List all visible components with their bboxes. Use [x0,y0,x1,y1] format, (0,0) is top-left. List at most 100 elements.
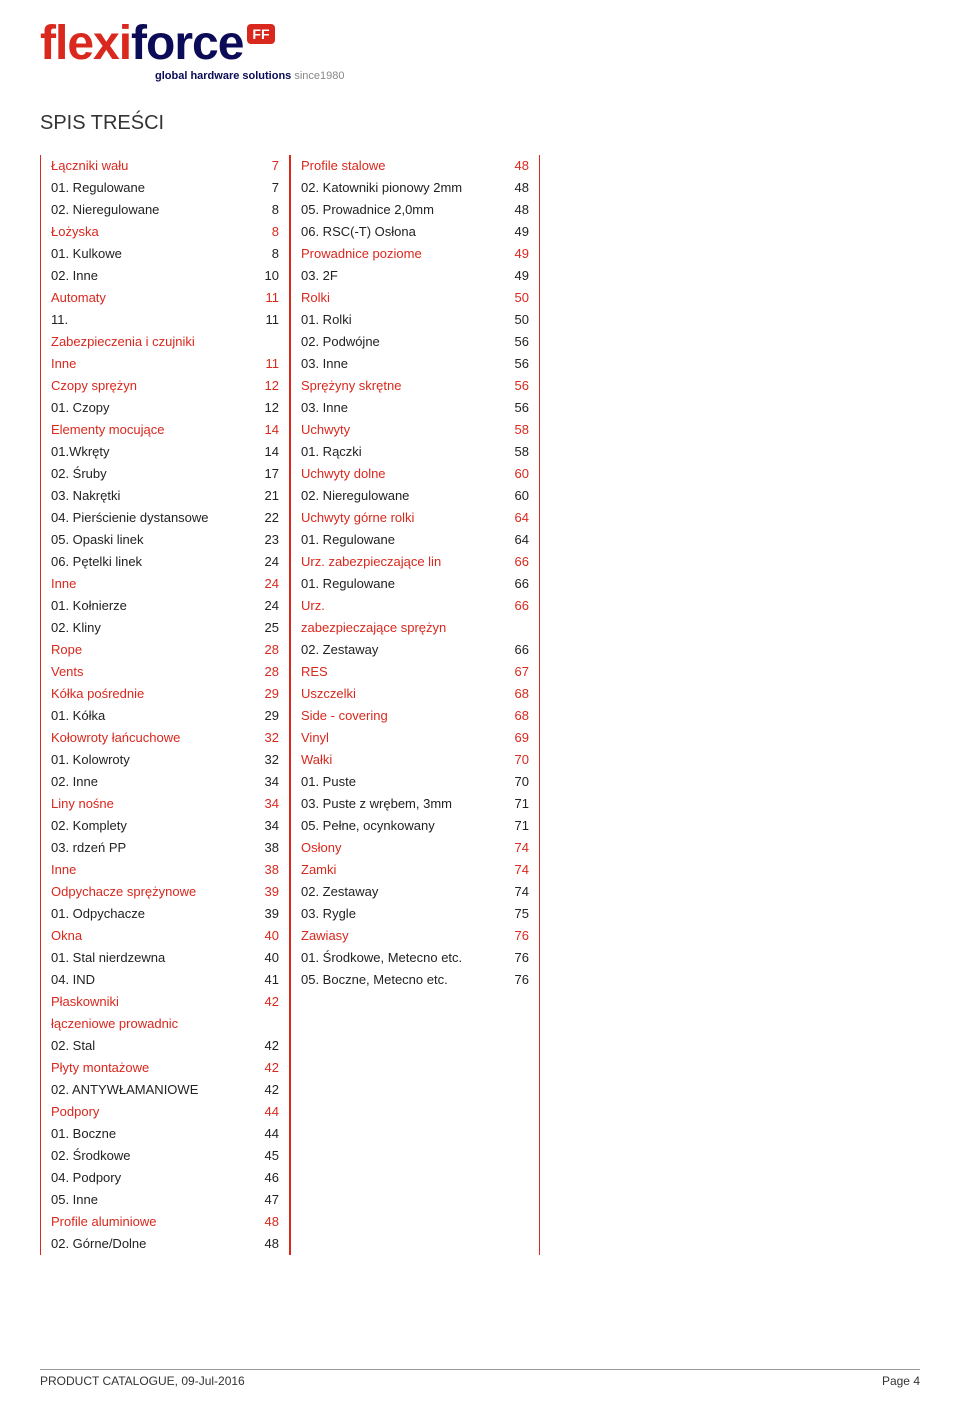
toc-row[interactable]: 04. Pierścienie dystansowe22 [51,507,279,529]
toc-row[interactable]: Zawiasy76 [301,925,529,947]
toc-row[interactable]: 02. Kliny25 [51,617,279,639]
toc-row[interactable]: Automaty11 [51,287,279,309]
toc-row[interactable]: Czopy sprężyn12 [51,375,279,397]
toc-row[interactable]: 06. RSC(-T) Osłona49 [301,221,529,243]
toc-row[interactable]: Rolki50 [301,287,529,309]
toc-row[interactable]: 02. Stal42 [51,1035,279,1057]
toc-page-number: 46 [249,1168,279,1188]
toc-row[interactable]: 01. Odpychacze39 [51,903,279,925]
toc-page-number: 64 [499,508,529,528]
toc-row[interactable]: 02. Górne/Dolne48 [51,1233,279,1255]
toc-row[interactable]: 03. Inne56 [301,353,529,375]
toc-row[interactable]: 03. Inne56 [301,397,529,419]
toc-row[interactable]: Kółka pośrednie29 [51,683,279,705]
toc-row[interactable]: Inne24 [51,573,279,595]
toc-row[interactable]: Sprężyny skrętne56 [301,375,529,397]
toc-row[interactable]: 01. Środkowe, Metecno etc.76 [301,947,529,969]
toc-row[interactable]: Płaskowniki42 [51,991,279,1013]
toc-row[interactable]: 01. Kolowroty32 [51,749,279,771]
toc-row[interactable]: 03. Rygle75 [301,903,529,925]
toc-row[interactable]: Vinyl69 [301,727,529,749]
toc-page-number: 24 [249,552,279,572]
toc-row[interactable]: 05. Prowadnice 2,0mm48 [301,199,529,221]
toc-row[interactable]: 02. Środkowe45 [51,1145,279,1167]
toc-row[interactable]: Odpychacze sprężynowe39 [51,881,279,903]
toc-row[interactable]: 02. Podwójne56 [301,331,529,353]
toc-row[interactable]: Uchwyty dolne60 [301,463,529,485]
toc-row[interactable]: 02. Zestaway74 [301,881,529,903]
toc-row[interactable]: Vents28 [51,661,279,683]
toc-row[interactable]: 01. Rolki50 [301,309,529,331]
toc-row[interactable]: Rope28 [51,639,279,661]
toc-page-number: 48 [499,156,529,176]
toc-page-number: 71 [499,816,529,836]
toc-row[interactable]: 02. Zestaway66 [301,639,529,661]
toc-label: 02. Nieregulowane [301,486,499,506]
toc-row[interactable]: 04. Podpory46 [51,1167,279,1189]
toc-row[interactable]: 02. ANTYWŁAMANIOWE42 [51,1079,279,1101]
toc-row[interactable]: 03. Nakrętki21 [51,485,279,507]
toc-row[interactable]: Prowadnice poziome49 [301,243,529,265]
toc-row[interactable]: 01.Wkręty14 [51,441,279,463]
toc-row[interactable]: 05. Boczne, Metecno etc.76 [301,969,529,991]
toc-row[interactable]: Uchwyty górne rolki64 [301,507,529,529]
toc-row[interactable]: 03. rdzeń PP38 [51,837,279,859]
toc-row[interactable]: Łączniki wału7 [51,155,279,177]
toc-row[interactable]: 01. Stal nierdzewna40 [51,947,279,969]
toc-row[interactable]: Uchwyty58 [301,419,529,441]
toc-row[interactable]: 02. Komplety34 [51,815,279,837]
toc-row[interactable]: 02. Inne34 [51,771,279,793]
toc-label: 03. 2F [301,266,499,286]
toc-row[interactable]: Kołowroty łańcuchowe32 [51,727,279,749]
toc-row[interactable]: 01. Regulowane64 [301,529,529,551]
toc-row[interactable]: 03. 2F49 [301,265,529,287]
toc-row[interactable]: Inne11 [51,353,279,375]
toc-row[interactable]: 05. Pełne, ocynkowany71 [301,815,529,837]
toc-row[interactable]: Urz. zabezpieczające lin66 [301,551,529,573]
toc-row[interactable]: zabezpieczające sprężyn [301,617,529,639]
toc-row[interactable]: Urz.66 [301,595,529,617]
toc-row[interactable]: 01. Czopy12 [51,397,279,419]
toc-row[interactable]: Uszczelki68 [301,683,529,705]
toc-row[interactable]: Liny nośne34 [51,793,279,815]
toc-row[interactable]: 02. Nieregulowane60 [301,485,529,507]
toc-row[interactable]: Podpory44 [51,1101,279,1123]
toc-row[interactable]: Profile stalowe48 [301,155,529,177]
toc-row[interactable]: 04. IND41 [51,969,279,991]
toc-row[interactable]: Zamki74 [301,859,529,881]
toc-label: 02. Podwójne [301,332,499,352]
toc-row[interactable]: RES67 [301,661,529,683]
toc-row[interactable]: 06. Pętelki linek24 [51,551,279,573]
toc-row[interactable]: 01. Rączki58 [301,441,529,463]
toc-row[interactable]: Zabezpieczenia i czujniki [51,331,279,353]
toc-row[interactable]: 02. Nieregulowane8 [51,199,279,221]
toc-row[interactable]: 11.11 [51,309,279,331]
toc-row[interactable]: Profile aluminiowe48 [51,1211,279,1233]
toc-row[interactable]: 01. Kółka29 [51,705,279,727]
toc-row[interactable]: 01. Kulkowe8 [51,243,279,265]
toc-row[interactable]: Elementy mocujące14 [51,419,279,441]
toc-row[interactable]: 01. Regulowane7 [51,177,279,199]
toc-row[interactable]: 05. Inne47 [51,1189,279,1211]
toc-row[interactable]: Side - covering68 [301,705,529,727]
toc-row[interactable]: Okna40 [51,925,279,947]
toc-row[interactable]: Wałki70 [301,749,529,771]
toc-row[interactable]: 03. Puste z wrębem, 3mm71 [301,793,529,815]
toc-row[interactable]: łączeniowe prowadnic [51,1013,279,1035]
toc-row[interactable]: Inne38 [51,859,279,881]
toc-row[interactable]: Osłony74 [301,837,529,859]
toc-row[interactable]: Płyty montażowe42 [51,1057,279,1079]
toc-row[interactable]: 01. Regulowane66 [301,573,529,595]
toc-row[interactable]: 01. Puste70 [301,771,529,793]
toc-row[interactable]: 02. Śruby17 [51,463,279,485]
toc-row[interactable]: 02. Inne10 [51,265,279,287]
toc-row[interactable]: 01. Boczne44 [51,1123,279,1145]
toc-row[interactable]: 05. Opaski linek23 [51,529,279,551]
toc-label: 01. Kolowroty [51,750,249,770]
toc-page-number: 42 [249,1058,279,1078]
toc-row[interactable]: 01. Kołnierze24 [51,595,279,617]
toc-row[interactable]: 02. Katowniki pionowy 2mm48 [301,177,529,199]
toc-row[interactable]: Łożyska8 [51,221,279,243]
toc-page-number: 29 [249,684,279,704]
toc-label: 01. Kołnierze [51,596,249,616]
